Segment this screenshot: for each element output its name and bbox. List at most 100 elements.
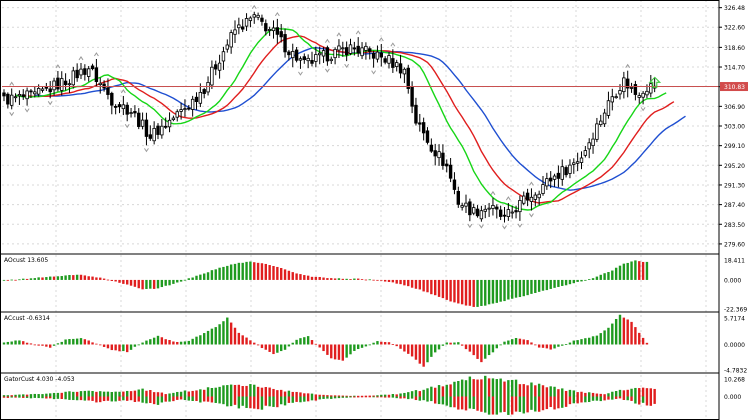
gator-upper-bar [414,390,418,397]
ac-bar [41,344,44,346]
ac-bar [137,344,140,346]
gator-upper-bar [176,391,179,397]
gator-lower-bar [291,396,294,403]
gator-lower-bar [403,396,406,399]
gator-lower-bar [72,396,75,401]
ac-bar [122,344,125,352]
gator-lower-bar [345,396,348,398]
ac-bar [607,327,610,345]
gator-upper-bar [41,394,44,397]
gator-lower-bar [588,396,591,403]
gator-upper-bar [222,385,225,397]
gator-upper-bar [584,392,587,397]
candle-body [225,44,229,50]
ao-bar [253,262,256,280]
ao-bar [568,279,572,285]
ac-bar [534,344,537,346]
ao-bar [387,279,391,282]
ac-bar [133,344,137,347]
ao-bar [511,279,514,299]
candle-body [48,88,52,93]
gator-upper-bar [79,391,83,397]
ac-bar [491,344,495,353]
ao-bar [310,276,314,280]
gator-lower-bar [484,396,487,413]
gator-upper-bar [214,387,217,397]
ac-bar [391,344,395,345]
gator-upper-bar [430,386,433,397]
price-panel[interactable] [2,4,719,230]
candle-body [194,96,199,103]
gator-lower-bar [137,396,140,402]
ac-bar [222,321,225,345]
gator-upper-bar [299,392,302,397]
gator-upper-bar [376,395,379,397]
ac-bar [476,344,479,359]
ao-bar [445,279,448,300]
ao-bar [530,279,533,294]
candle-body [549,177,553,182]
candle-body [368,48,372,52]
gator-lower-bar [641,396,645,403]
price-tick-label: 306.90 [724,104,745,111]
gator-lower-bar [372,396,375,398]
ao-bar [68,275,71,280]
panel-title: AOcust 13.605 [4,257,48,264]
ac-panel[interactable]: ACcust -0.6314 [2,314,649,367]
ao-bar [641,261,645,280]
indicator-axis-label: -4.7832 [724,368,747,375]
gator-upper-bar [126,390,129,397]
ac-bar [176,341,179,345]
gator-upper-bar [649,388,652,397]
ac-bar [564,344,568,345]
gator-upper-bar [403,392,406,397]
gator-lower-bar [79,396,83,401]
gator-upper-bar [634,387,637,397]
gator-upper-bar [91,390,94,397]
candle-body [148,134,152,139]
indicator-axis-label: 18.411 [724,258,745,265]
fractal-up-marker [390,42,396,47]
gator-upper-bar [330,395,333,397]
ao-bar [480,279,483,306]
gator-lower-bar [626,396,629,401]
ao-panel[interactable]: AOcust 13.605 [2,257,649,307]
gator-panel[interactable]: GatorCust 4.030 -4.053 [2,375,656,415]
current-price-badge [720,82,748,92]
ac-bar [603,330,606,345]
candle-body [356,45,360,54]
gator-upper-bar [345,395,348,397]
ac-bar [561,344,564,346]
ao-bar [591,278,595,280]
ao-bar [149,279,152,289]
gator-upper-bar [114,391,117,397]
gator-lower-bar [333,396,337,399]
candle-body [641,92,645,98]
ao-bar [87,276,90,280]
ao-bar [626,262,629,280]
ao-bar [380,279,383,281]
gator-upper-bar [487,378,491,397]
gator-upper-bar [149,390,152,397]
gator-upper-bar [353,395,356,397]
ao-bar [395,279,398,284]
ao-bar [176,279,179,283]
gator-lower-bar [133,396,137,403]
ao-bar [572,279,575,284]
gator-upper-bar [118,391,121,397]
ao-bar [22,278,25,280]
candle-body [622,77,626,93]
gator-lower-bar [283,396,287,406]
candle-body [160,125,164,136]
candle-body [294,49,299,61]
candle-body [113,105,118,108]
gator-upper-bar [599,393,602,397]
ac-bar [588,337,591,345]
ac-bar [437,344,441,350]
ao-bar [10,279,13,281]
gator-upper-bar [549,386,552,397]
candle-body [79,68,83,76]
ao-bar [453,279,456,303]
gator-lower-bar [353,396,356,398]
gator-upper-bar [499,378,502,397]
